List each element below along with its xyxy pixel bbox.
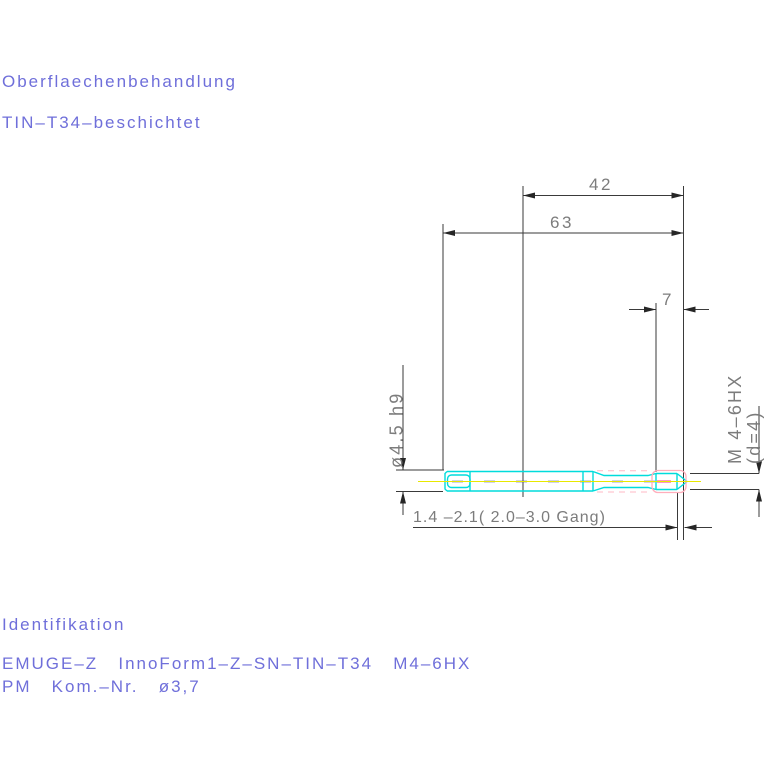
arrowhead-63-left xyxy=(443,230,455,236)
thread-spec-value: M 4–6HX xyxy=(725,374,745,464)
dimension-63-value: 63 xyxy=(550,213,574,232)
arrowhead-7-right xyxy=(683,306,696,313)
dimension-7-value: 7 xyxy=(662,290,674,309)
dimension-thread-spec: M 4–6HX (d=4) xyxy=(690,374,764,517)
neck-bottom-edge xyxy=(592,486,657,492)
chamfer-length-value: 1.4 –2.1( 2.0–3.0 Gang) xyxy=(413,509,606,526)
dimension-42: 42 xyxy=(523,175,684,199)
shank-diameter-value: ø4.5 h9 xyxy=(387,392,407,468)
arrowhead-thread-dia-top xyxy=(756,461,762,474)
identification-line1: EMUGE–Z InnoForm1–Z–SN–TIN–T34 M4–6HX xyxy=(2,654,472,673)
arrowhead-shank-dia-top xyxy=(400,458,406,470)
arrowhead-thread-dia-bottom xyxy=(756,489,762,502)
dimension-42-value: 42 xyxy=(589,175,613,194)
surface-treatment-value: TIN–T34–beschichtet xyxy=(2,113,202,132)
thread-spec-note: (d=4) xyxy=(744,410,764,464)
arrowhead-chamfer-left xyxy=(665,524,678,531)
identification-heading: Identifikation xyxy=(2,615,126,634)
arrowhead-42-left xyxy=(523,192,535,199)
arrowhead-42-right xyxy=(671,192,684,199)
arrowhead-7-left xyxy=(644,306,656,313)
dimension-chamfer: 1.4 –2.1( 2.0–3.0 Gang) xyxy=(413,509,712,531)
identification-line2: PM Kom.–Nr. ø3,7 xyxy=(2,677,201,696)
surface-treatment-heading: Oberflaechenbehandlung xyxy=(2,72,237,91)
arrowhead-63-right xyxy=(671,230,684,236)
arrowhead-chamfer-right xyxy=(684,524,697,531)
dimension-63: 63 xyxy=(443,213,684,236)
dimension-7: 7 xyxy=(629,290,709,313)
neck-top-edge xyxy=(592,470,657,477)
tap-drawing xyxy=(418,469,701,494)
dimension-shank-diameter: ø4.5 h9 xyxy=(387,365,444,515)
arrowhead-shank-dia-bottom xyxy=(400,491,406,504)
